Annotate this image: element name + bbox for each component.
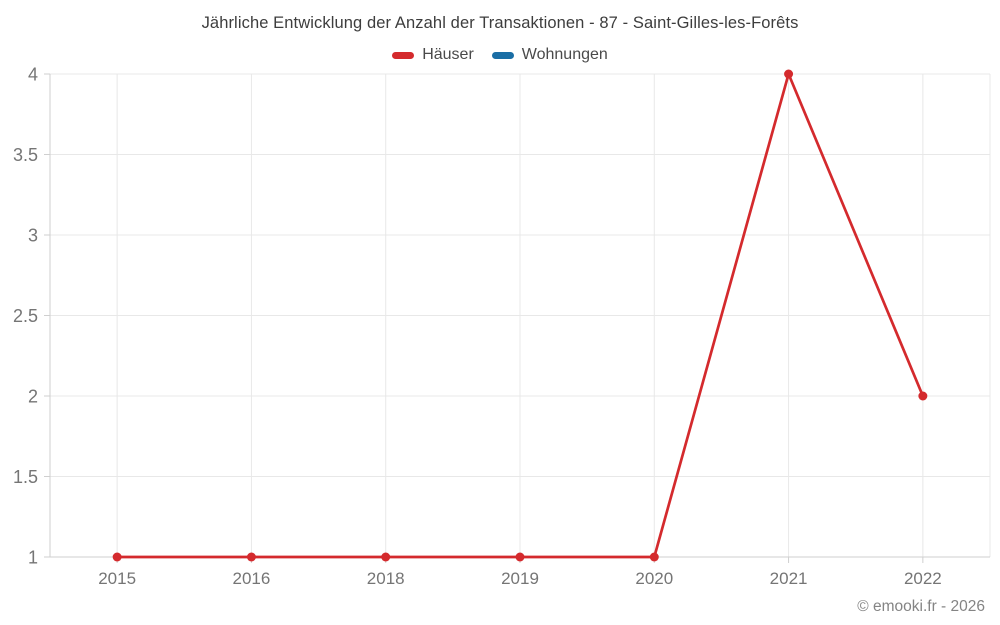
x-axis-label: 2021 — [770, 569, 808, 588]
x-axis-label: 2018 — [367, 569, 405, 588]
legend-swatch-wohnungen — [491, 51, 514, 59]
data-point[interactable] — [112, 552, 122, 562]
data-point[interactable] — [515, 552, 525, 562]
legend-label-haeuser: Häuser — [422, 46, 474, 63]
data-point[interactable] — [381, 552, 391, 562]
x-axis-label: 2020 — [635, 569, 673, 588]
chart-title: Jährliche Entwicklung der Anzahl der Tra… — [201, 14, 799, 32]
y-axis-label: 1 — [28, 548, 38, 568]
footer-credit: © emooki.fr - 2026 — [857, 598, 985, 615]
x-axis-label: 2015 — [98, 569, 136, 588]
legend-swatch-haeuser — [392, 51, 415, 59]
x-axis-label: 2022 — [904, 569, 942, 588]
x-axis-label: 2016 — [233, 569, 271, 588]
data-point[interactable] — [649, 552, 659, 562]
y-axis-label: 1.5 — [13, 467, 38, 487]
y-axis-label: 2.5 — [13, 306, 38, 326]
legend-item-haeuser[interactable]: Häuser — [392, 46, 474, 64]
x-axis-label: 2019 — [501, 569, 539, 588]
y-axis-label: 4 — [28, 65, 38, 85]
data-point[interactable] — [246, 552, 256, 562]
data-point[interactable] — [918, 391, 928, 401]
y-axis-label: 3 — [28, 226, 38, 246]
y-axis-label: 2 — [28, 387, 38, 407]
data-point[interactable] — [784, 69, 794, 79]
legend-item-wohnungen[interactable]: Wohnungen — [491, 46, 608, 64]
legend: Häuser Wohnungen — [0, 46, 1000, 64]
legend-label-wohnungen: Wohnungen — [521, 46, 608, 63]
y-axis-label: 3.5 — [13, 145, 38, 165]
